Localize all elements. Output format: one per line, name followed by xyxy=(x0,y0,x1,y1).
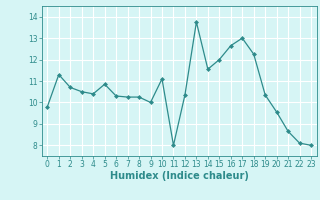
X-axis label: Humidex (Indice chaleur): Humidex (Indice chaleur) xyxy=(110,171,249,181)
